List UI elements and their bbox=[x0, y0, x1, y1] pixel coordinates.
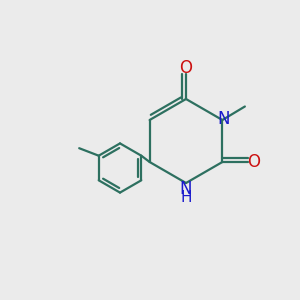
Text: O: O bbox=[248, 153, 260, 171]
Text: O: O bbox=[179, 59, 193, 77]
Text: N: N bbox=[217, 110, 230, 128]
Text: H: H bbox=[180, 190, 192, 205]
Text: N: N bbox=[180, 180, 192, 198]
